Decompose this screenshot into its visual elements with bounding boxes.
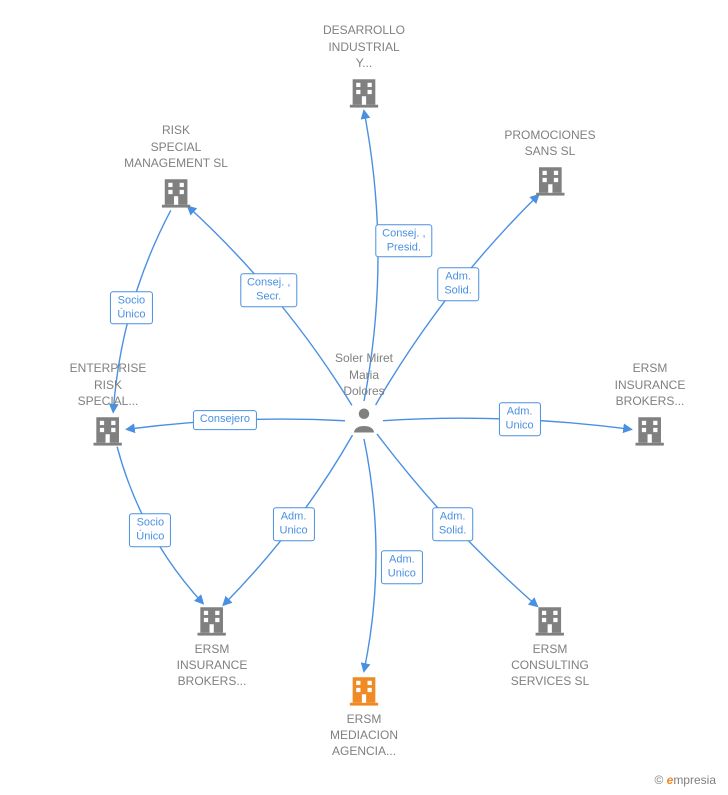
- company-node[interactable]: ENTERPRISE RISK SPECIAL...: [70, 360, 147, 447]
- relation-label: Adm. Unico: [273, 507, 315, 541]
- node-label: ERSM INSURANCE BROKERS...: [177, 641, 248, 690]
- relation-label: Adm. Unico: [381, 550, 423, 584]
- person-icon: [335, 403, 393, 437]
- building-icon: [330, 673, 398, 707]
- relation-label: Socio Único: [129, 514, 171, 548]
- company-node[interactable]: ERSM CONSULTING SERVICES SL: [511, 603, 589, 690]
- brand-name: mpresia: [673, 773, 716, 787]
- building-icon: [504, 163, 595, 197]
- relation-label: Adm. Unico: [499, 403, 541, 437]
- node-label: ERSM CONSULTING SERVICES SL: [511, 641, 589, 690]
- footer-credit: © empresia: [654, 773, 716, 787]
- relation-label: Consej. , Presid.: [375, 224, 432, 258]
- node-label: ENTERPRISE RISK SPECIAL...: [70, 360, 147, 409]
- company-node[interactable]: PROMOCIONES SANS SL: [504, 127, 595, 197]
- node-label: ERSM INSURANCE BROKERS...: [615, 360, 686, 409]
- building-icon: [177, 603, 248, 637]
- relation-label: Socio Único: [110, 291, 152, 325]
- person-node[interactable]: Soler Miret Maria Dolores: [335, 350, 393, 437]
- node-label: ERSM MEDIACION AGENCIA...: [330, 711, 398, 760]
- node-label: PROMOCIONES SANS SL: [504, 127, 595, 159]
- diagram-canvas: Soler Miret Maria Dolores RISK SPECIAL M…: [0, 0, 728, 795]
- node-label: RISK SPECIAL MANAGEMENT SL: [124, 122, 228, 171]
- relation-edge: [364, 439, 376, 671]
- node-label: Soler Miret Maria Dolores: [335, 350, 393, 399]
- relation-label: Consejero: [193, 411, 257, 431]
- building-icon: [70, 413, 147, 447]
- building-icon: [323, 75, 405, 109]
- relation-label: Consej. , Secr.: [240, 274, 297, 308]
- building-icon: [615, 413, 686, 447]
- building-icon: [124, 175, 228, 209]
- company-node[interactable]: ERSM INSURANCE BROKERS...: [177, 603, 248, 690]
- building-icon: [511, 603, 589, 637]
- relation-label: Adm. Solid.: [437, 267, 479, 301]
- company-node[interactable]: ERSM INSURANCE BROKERS...: [615, 360, 686, 447]
- copyright-symbol: ©: [654, 773, 663, 787]
- company-node[interactable]: ERSM MEDIACION AGENCIA...: [330, 673, 398, 760]
- relation-label: Adm. Solid.: [432, 507, 474, 541]
- company-node[interactable]: RISK SPECIAL MANAGEMENT SL: [124, 122, 228, 209]
- node-label: DESARROLLO INDUSTRIAL Y...: [323, 22, 405, 71]
- company-node[interactable]: DESARROLLO INDUSTRIAL Y...: [323, 22, 405, 109]
